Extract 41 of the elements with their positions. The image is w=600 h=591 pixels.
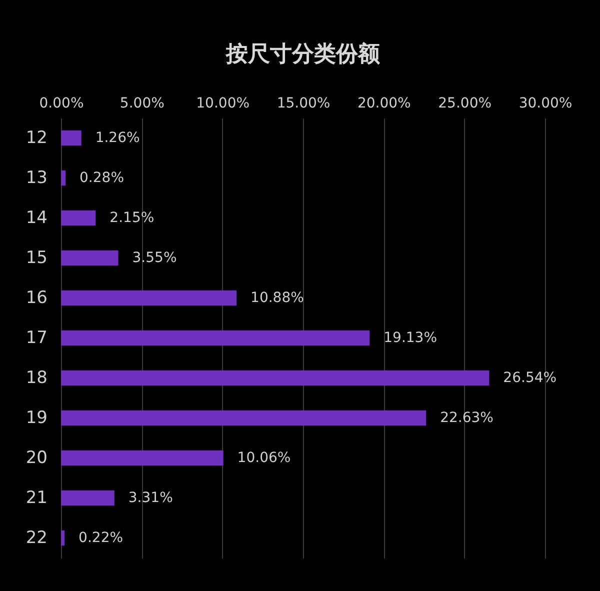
bar: [61, 170, 66, 186]
bar: [61, 490, 114, 506]
x-tick-label: 20.00%: [357, 96, 411, 112]
data-label: 2.15%: [110, 210, 154, 226]
y-tick-label: 17: [26, 328, 48, 348]
bar: [61, 370, 490, 386]
bar: [61, 290, 237, 306]
y-tick-label: 13: [26, 168, 48, 188]
data-label: 0.22%: [78, 530, 124, 546]
data-label: 22.63%: [440, 410, 494, 426]
bar: [61, 530, 65, 546]
bar: [61, 250, 118, 266]
y-tick-label: 16: [26, 288, 48, 308]
y-tick-label: 18: [26, 368, 48, 388]
data-label: 10.06%: [237, 450, 291, 466]
bar: [61, 410, 426, 426]
data-label: 1.26%: [95, 130, 140, 146]
bar: [61, 210, 96, 226]
chart-title: 按尺寸分类份额: [225, 41, 381, 67]
x-tick-label: 0.00%: [39, 96, 84, 112]
x-tick-label: 15.00%: [276, 96, 330, 112]
bar: [61, 450, 224, 466]
data-label: 3.31%: [128, 490, 173, 506]
y-tick-label: 12: [26, 128, 48, 148]
data-label: 19.13%: [384, 330, 438, 346]
data-label: 26.54%: [503, 370, 557, 386]
x-tick-label: 30.00%: [518, 96, 572, 112]
bar: [61, 330, 370, 346]
y-tick-label: 14: [26, 208, 48, 228]
x-tick-label: 25.00%: [438, 96, 492, 112]
data-label: 0.28%: [80, 170, 124, 186]
y-tick-label: 19: [26, 408, 48, 428]
x-tick-label: 5.00%: [120, 96, 164, 112]
y-tick-label: 15: [26, 248, 48, 268]
bar: [61, 130, 82, 146]
y-tick-label: 20: [26, 448, 48, 468]
x-tick-label: 10.00%: [196, 96, 250, 112]
data-label: 10.88%: [250, 290, 304, 306]
data-label: 3.55%: [132, 250, 177, 266]
y-tick-label: 21: [26, 488, 48, 508]
y-tick-label: 22: [26, 528, 48, 548]
